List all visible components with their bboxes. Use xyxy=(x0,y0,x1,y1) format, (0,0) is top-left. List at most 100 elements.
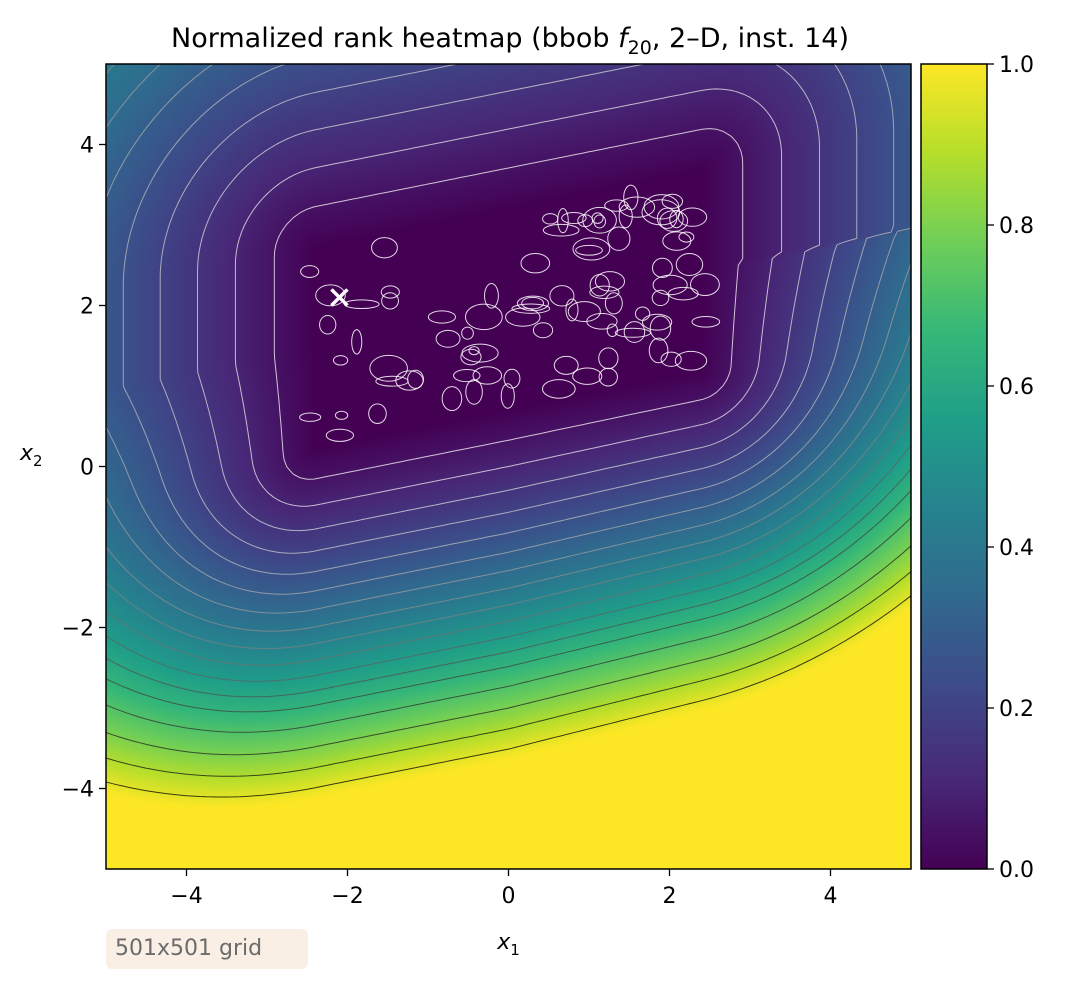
minimum-contour-loop xyxy=(656,207,678,229)
contour-line xyxy=(106,382,911,649)
minimum-contour-loop xyxy=(614,327,652,338)
minimum-contour-loop xyxy=(678,231,695,243)
minimum-contour-loop xyxy=(604,199,629,212)
minimum-contour-loop xyxy=(567,301,601,323)
y-axis-label: x2 xyxy=(19,441,43,470)
minimum-contour-loop xyxy=(667,286,699,301)
minimum-contour-loop xyxy=(661,193,684,209)
colorbar-gradient xyxy=(921,64,987,869)
colorbar-tick-label: 0.4 xyxy=(999,536,1034,561)
minimum-contour-loop xyxy=(503,368,521,389)
minimum-contour-loop xyxy=(675,252,704,276)
minimum-contour-loop xyxy=(553,355,579,375)
minimum-contour-loop xyxy=(351,329,363,355)
minimum-contour-loop xyxy=(319,315,337,335)
minimum-contour-loop xyxy=(674,350,708,371)
contour-line xyxy=(106,517,911,733)
minimum-contour-loop xyxy=(511,303,551,314)
minimum-contour-loop xyxy=(520,252,551,274)
y-tick-label: −4 xyxy=(62,778,94,803)
minimum-contour-loop xyxy=(648,337,669,364)
minimum-contour-loop xyxy=(300,265,320,278)
colorbar-tick-label: 0.6 xyxy=(999,375,1034,400)
minimum-contour-loop xyxy=(505,307,541,327)
minimum-contour-loop xyxy=(325,428,355,442)
minimum-contour-loop xyxy=(380,285,400,299)
y-tick-label: −2 xyxy=(62,617,94,642)
contour-line xyxy=(106,545,911,756)
minimum-contour-loop xyxy=(368,403,387,424)
minimum-contour-loop xyxy=(332,355,349,366)
minimum-contour-loop xyxy=(484,282,499,309)
x-tick-label: 2 xyxy=(663,884,677,909)
chart-title: Normalized rank heatmap (bbob f20, 2–D, … xyxy=(171,23,849,59)
minimum-contour-loop xyxy=(565,298,579,322)
y-tick-label: 2 xyxy=(80,295,94,320)
minimum-contour-loop xyxy=(381,292,399,310)
minimum-contour-loop xyxy=(572,367,603,385)
minimum-contour-loop xyxy=(572,237,611,261)
contour-line xyxy=(159,64,858,554)
contour-line xyxy=(197,64,820,532)
contour-line xyxy=(106,490,911,713)
minimum-contour-loop xyxy=(651,257,673,278)
minimum-contour-loop xyxy=(577,214,594,228)
colorbar-frame xyxy=(920,63,988,870)
minimum-contour-loop xyxy=(604,292,623,315)
minimum-contour-loop xyxy=(375,375,409,387)
y-tick-label: 0 xyxy=(80,456,94,481)
minimum-contour-loop xyxy=(369,354,408,382)
contour-line xyxy=(273,128,744,480)
minimum-contour-loop xyxy=(334,410,349,420)
contour-line xyxy=(106,64,911,614)
minimum-contour-loop xyxy=(468,346,480,356)
minimum-contour-loop xyxy=(542,213,559,225)
minimum-contour-loop xyxy=(465,379,483,405)
minimum-contour-loop xyxy=(441,386,463,412)
contour-line xyxy=(106,416,911,666)
contour-line xyxy=(106,571,911,777)
contour-line xyxy=(122,64,895,575)
minimum-contour-loop xyxy=(623,321,646,343)
minimum-contour-loop xyxy=(500,383,515,409)
minimum-contour-loop xyxy=(660,351,682,367)
x-tick-label: 4 xyxy=(824,884,838,909)
minimum-contour-loop xyxy=(542,223,580,237)
contour-line xyxy=(106,595,911,798)
minimum-contour-loop xyxy=(651,289,670,307)
contour-line xyxy=(106,64,911,595)
minimum-contour-loop xyxy=(598,347,619,370)
minimum-contour-loop xyxy=(464,303,503,331)
optimum-marker xyxy=(330,288,349,307)
minimum-contour-loop xyxy=(582,206,617,234)
minimum-contour-loop xyxy=(561,212,587,225)
minimum-contours xyxy=(299,184,721,442)
minimum-contour-loop xyxy=(427,310,457,324)
minimum-contour-loop xyxy=(315,284,346,307)
contour-line xyxy=(106,468,911,698)
minimum-contour-loop xyxy=(532,322,554,339)
x-tick-label: −2 xyxy=(331,884,363,909)
minimum-contour-loop xyxy=(435,329,461,348)
colorbar-tick-label: 0.2 xyxy=(999,697,1034,722)
minimum-contour-loop xyxy=(299,412,322,422)
y-tick-label: 4 xyxy=(80,134,94,159)
minimum-contour-loop xyxy=(607,226,631,251)
x-tick-label: 0 xyxy=(502,884,516,909)
minimum-contour-loop xyxy=(641,313,673,331)
minimum-contour-loop xyxy=(623,184,639,211)
minimum-contour-loop xyxy=(652,274,688,296)
minimum-contour-loop xyxy=(461,326,474,340)
minimum-contour-loop xyxy=(549,285,575,307)
contour-line xyxy=(106,444,911,682)
minimum-contour-loop xyxy=(618,196,656,218)
minimum-contour-loop xyxy=(453,369,481,383)
minimum-contour-loop xyxy=(472,366,503,385)
grid-size-badge: 501x501 grid xyxy=(106,929,308,969)
minimum-contour-loop xyxy=(521,296,545,310)
minimum-contour-loop xyxy=(589,285,620,299)
minimum-contour-loop xyxy=(575,244,603,256)
colorbar-tick-label: 0.0 xyxy=(999,858,1034,883)
